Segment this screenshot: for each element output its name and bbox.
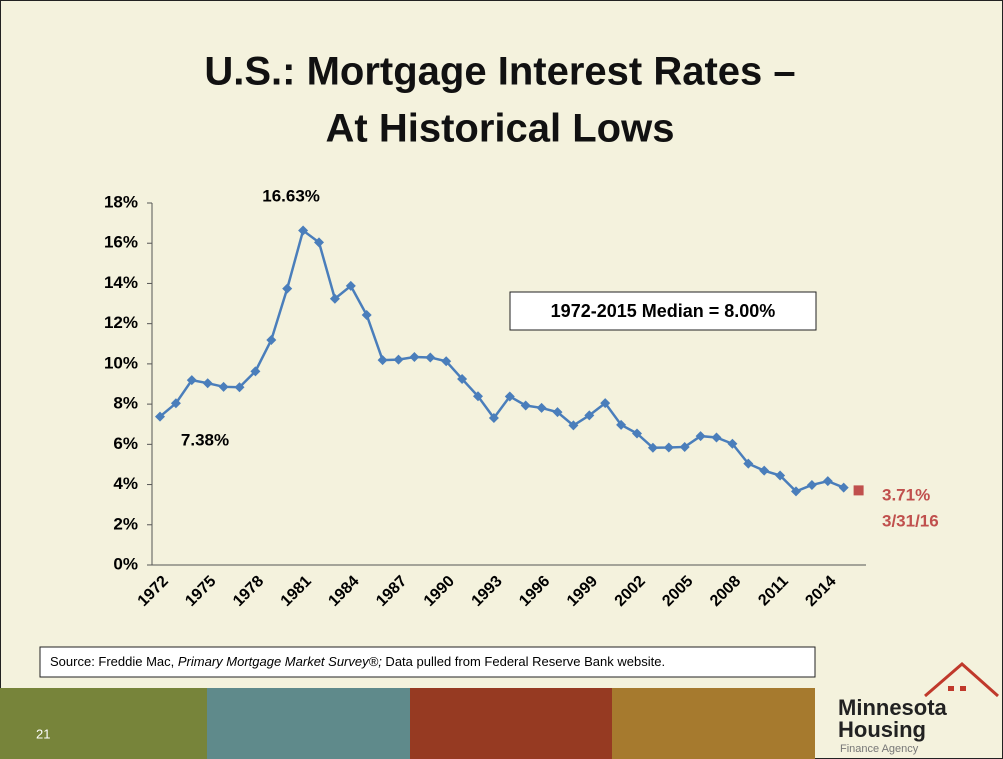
title: At Historical Lows — [326, 107, 675, 151]
y-tick-label: 0% — [113, 554, 138, 573]
data-point — [536, 402, 547, 413]
median-box — [509, 291, 817, 331]
band — [207, 688, 410, 759]
data-point — [345, 280, 356, 291]
data-point — [806, 479, 817, 490]
y-tick-label: 4% — [113, 474, 138, 493]
data-point — [186, 375, 197, 386]
y-tick-label: 8% — [113, 394, 138, 413]
data-point — [441, 356, 452, 367]
data-point — [457, 373, 468, 384]
data-point — [822, 476, 833, 487]
data-point — [250, 366, 261, 377]
data-label: 16.63% — [262, 186, 320, 205]
current-date: 3/31/16 — [882, 511, 939, 530]
data-point — [202, 378, 213, 389]
data-point — [695, 431, 706, 442]
current-point — [853, 485, 864, 496]
data-point — [504, 391, 515, 402]
source-text: Data pulled from Federal Reserve Bank we… — [382, 654, 665, 669]
y-tick-label: 18% — [104, 192, 138, 211]
source: Source: Freddie Mac, Primary Mortgage Ma… — [50, 654, 665, 669]
band — [0, 688, 207, 759]
data-point — [282, 283, 293, 294]
data-point — [838, 482, 849, 493]
band — [612, 688, 815, 759]
data-point — [473, 391, 483, 402]
band — [410, 688, 612, 759]
data-point — [155, 411, 165, 422]
data-point — [663, 442, 674, 453]
logo-text: Housing — [838, 717, 926, 742]
data-label: 7.38% — [181, 430, 229, 449]
data-point — [425, 352, 436, 363]
data-point — [775, 470, 786, 481]
data-point — [409, 352, 420, 363]
source-text: Source: Freddie Mac, — [50, 654, 178, 669]
data-point — [568, 420, 579, 431]
data-point — [727, 438, 738, 449]
data-point — [234, 382, 245, 393]
data-point — [791, 486, 801, 497]
y-tick-label: 2% — [113, 514, 138, 533]
data-point — [584, 410, 595, 421]
y-tick-label: 6% — [113, 434, 138, 453]
data-point — [170, 398, 181, 409]
data-point — [552, 407, 563, 418]
annotation: 1972-2015 Median = 8.00% — [551, 301, 776, 321]
data-point — [218, 381, 229, 392]
data-point — [600, 398, 611, 409]
logo-roof — [924, 662, 999, 698]
source-box — [39, 646, 816, 678]
title: U.S.: Mortgage Interest Rates – — [204, 50, 795, 94]
data-point — [616, 419, 627, 430]
data-point — [298, 225, 309, 236]
data-point — [711, 432, 722, 443]
logo-window — [960, 686, 966, 691]
slide-number: 21 — [36, 726, 50, 741]
data-point — [759, 465, 770, 476]
data-point — [314, 237, 324, 248]
logo-text: Finance Agency — [840, 743, 919, 755]
data-point — [377, 355, 388, 366]
source-text: Primary Mortgage Market Survey®; — [178, 654, 382, 669]
logo-window — [948, 686, 954, 691]
y-tick-label: 14% — [104, 273, 138, 292]
data-point — [632, 428, 642, 439]
y-tick-label: 16% — [104, 233, 138, 252]
data-point — [266, 334, 277, 345]
data-point — [329, 293, 340, 304]
current-label: 3.71% — [882, 485, 930, 504]
data-point — [361, 310, 372, 321]
y-tick-label: 10% — [104, 353, 138, 372]
logo-text: Minnesota — [838, 695, 948, 720]
data-point — [393, 354, 404, 365]
data-point — [743, 458, 754, 469]
data-point — [647, 442, 658, 453]
data-point — [488, 412, 499, 423]
data-point — [679, 441, 690, 452]
y-tick-label: 12% — [104, 313, 138, 332]
data-point — [520, 400, 531, 411]
